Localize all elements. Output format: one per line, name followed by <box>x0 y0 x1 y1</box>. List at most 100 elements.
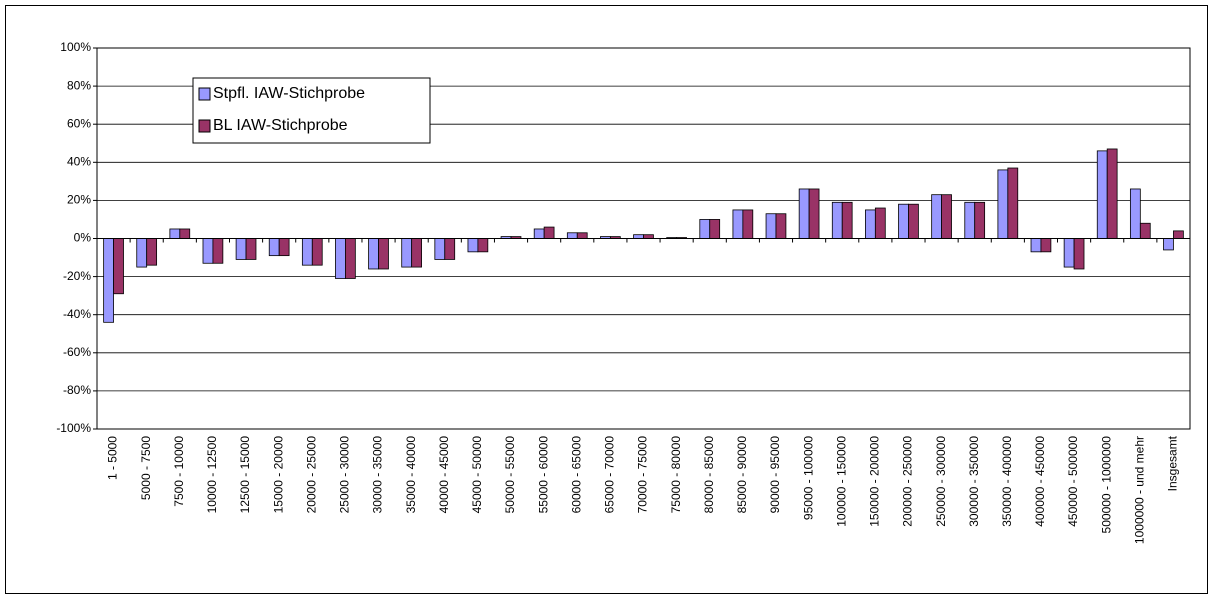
bar <box>179 228 191 239</box>
x-tick-label: 25000 - 30000 <box>338 436 352 514</box>
bar <box>709 219 721 239</box>
legend-swatch <box>198 119 211 133</box>
y-tick-label: 0% <box>74 231 92 245</box>
bar <box>974 201 986 239</box>
x-tick-label: 1000000 - und mehr <box>1132 436 1146 544</box>
bar <box>643 234 654 239</box>
x-tick-label: 95000 - 100000 <box>801 436 815 520</box>
bar <box>268 238 280 257</box>
y-tick-label: 20% <box>67 193 91 207</box>
bar <box>136 238 148 268</box>
x-tick-label: 150000 - 200000 <box>868 436 882 527</box>
x-tick-label: 65000 - 70000 <box>603 436 617 514</box>
bar <box>1030 238 1042 253</box>
x-tick-label: 12500 - 15000 <box>238 436 252 514</box>
bar <box>775 213 787 239</box>
x-tick-label: 200000 - 250000 <box>901 436 915 527</box>
bar <box>908 203 919 239</box>
x-tick-label: 450000 - 500000 <box>1066 436 1080 527</box>
bar <box>931 194 942 239</box>
bar <box>278 238 290 257</box>
y-tick-label: 100% <box>60 40 91 54</box>
x-tick-label: 80000 - 85000 <box>702 436 716 514</box>
x-tick-label: 5000 - 7500 <box>139 436 153 500</box>
bar <box>1096 150 1108 239</box>
bar <box>301 238 313 266</box>
x-tick-label: 90000 - 95000 <box>768 436 782 514</box>
x-tick-label: 35000 - 40000 <box>404 436 418 514</box>
bar <box>742 209 754 239</box>
bar <box>113 238 124 295</box>
bar <box>633 234 644 239</box>
bar <box>146 238 158 266</box>
legend-label: Stpfl. IAW-Stichprobe <box>213 85 365 102</box>
bar <box>477 238 489 253</box>
x-tick-label: 15000 - 20000 <box>271 436 285 514</box>
bar <box>335 238 346 279</box>
bar <box>1129 188 1141 239</box>
y-tick-label: -40% <box>63 307 91 321</box>
bar <box>444 238 456 260</box>
bar <box>841 201 853 239</box>
bar <box>378 238 389 270</box>
bar <box>543 226 555 239</box>
x-tick-label: 7500 - 10000 <box>172 436 186 507</box>
bar <box>311 238 323 266</box>
x-tick-label: 400000 - 450000 <box>1033 436 1047 527</box>
y-tick-label: 60% <box>67 116 91 130</box>
x-tick-label: 20000 - 25000 <box>304 436 318 514</box>
bar <box>808 188 820 239</box>
legend-swatch <box>198 87 211 101</box>
bar <box>345 238 356 279</box>
bar <box>997 169 1009 239</box>
x-tick-label: 60000 - 65000 <box>569 436 583 514</box>
bar <box>765 213 777 239</box>
legend-label: BL IAW-Stichprobe <box>213 117 348 134</box>
bar <box>798 188 810 239</box>
y-tick-label: -60% <box>63 345 91 359</box>
bar <box>1073 238 1085 270</box>
x-tick-label: 10000 - 12500 <box>205 436 219 514</box>
legend-box <box>192 77 431 144</box>
bar <box>401 238 413 268</box>
bar <box>732 209 744 239</box>
y-tick-label: 40% <box>67 154 91 168</box>
bar <box>368 238 379 270</box>
x-tick-label: 45000 - 50000 <box>470 436 484 514</box>
x-tick-label: Insgesamt <box>1166 435 1180 491</box>
bar <box>411 238 422 268</box>
x-tick-label: 75000 - 80000 <box>669 436 683 514</box>
x-tick-label: 30000 - 35000 <box>371 436 385 514</box>
bar <box>964 201 976 239</box>
bar <box>1063 238 1075 268</box>
y-tick-label: 80% <box>67 78 91 92</box>
bar <box>1173 230 1184 239</box>
bar <box>699 219 711 239</box>
bar <box>533 228 545 239</box>
bar <box>202 238 214 264</box>
bar <box>1163 238 1174 251</box>
x-tick-label: 500000 - 1000000 <box>1099 436 1113 534</box>
x-tick-label: 250000 - 300000 <box>934 436 948 527</box>
bar <box>1040 238 1052 253</box>
x-tick-label: 70000 - 75000 <box>636 436 650 514</box>
x-tick-label: 300000 - 350000 <box>967 436 981 527</box>
bar <box>434 238 446 260</box>
y-tick-label: -80% <box>63 383 91 397</box>
bar <box>874 207 886 239</box>
bar <box>235 238 247 260</box>
bar <box>467 238 479 253</box>
bar <box>865 209 876 239</box>
x-tick-label: 50000 - 55000 <box>503 436 517 514</box>
bar <box>169 228 181 239</box>
x-tick-label: 100000 - 150000 <box>834 436 848 527</box>
bar <box>566 232 578 239</box>
x-tick-label: 350000 - 400000 <box>1000 436 1014 527</box>
bar <box>576 232 588 239</box>
bar <box>245 238 257 260</box>
bar <box>831 201 843 239</box>
bar <box>1139 222 1151 239</box>
bar <box>1106 148 1118 239</box>
bar <box>898 203 909 239</box>
